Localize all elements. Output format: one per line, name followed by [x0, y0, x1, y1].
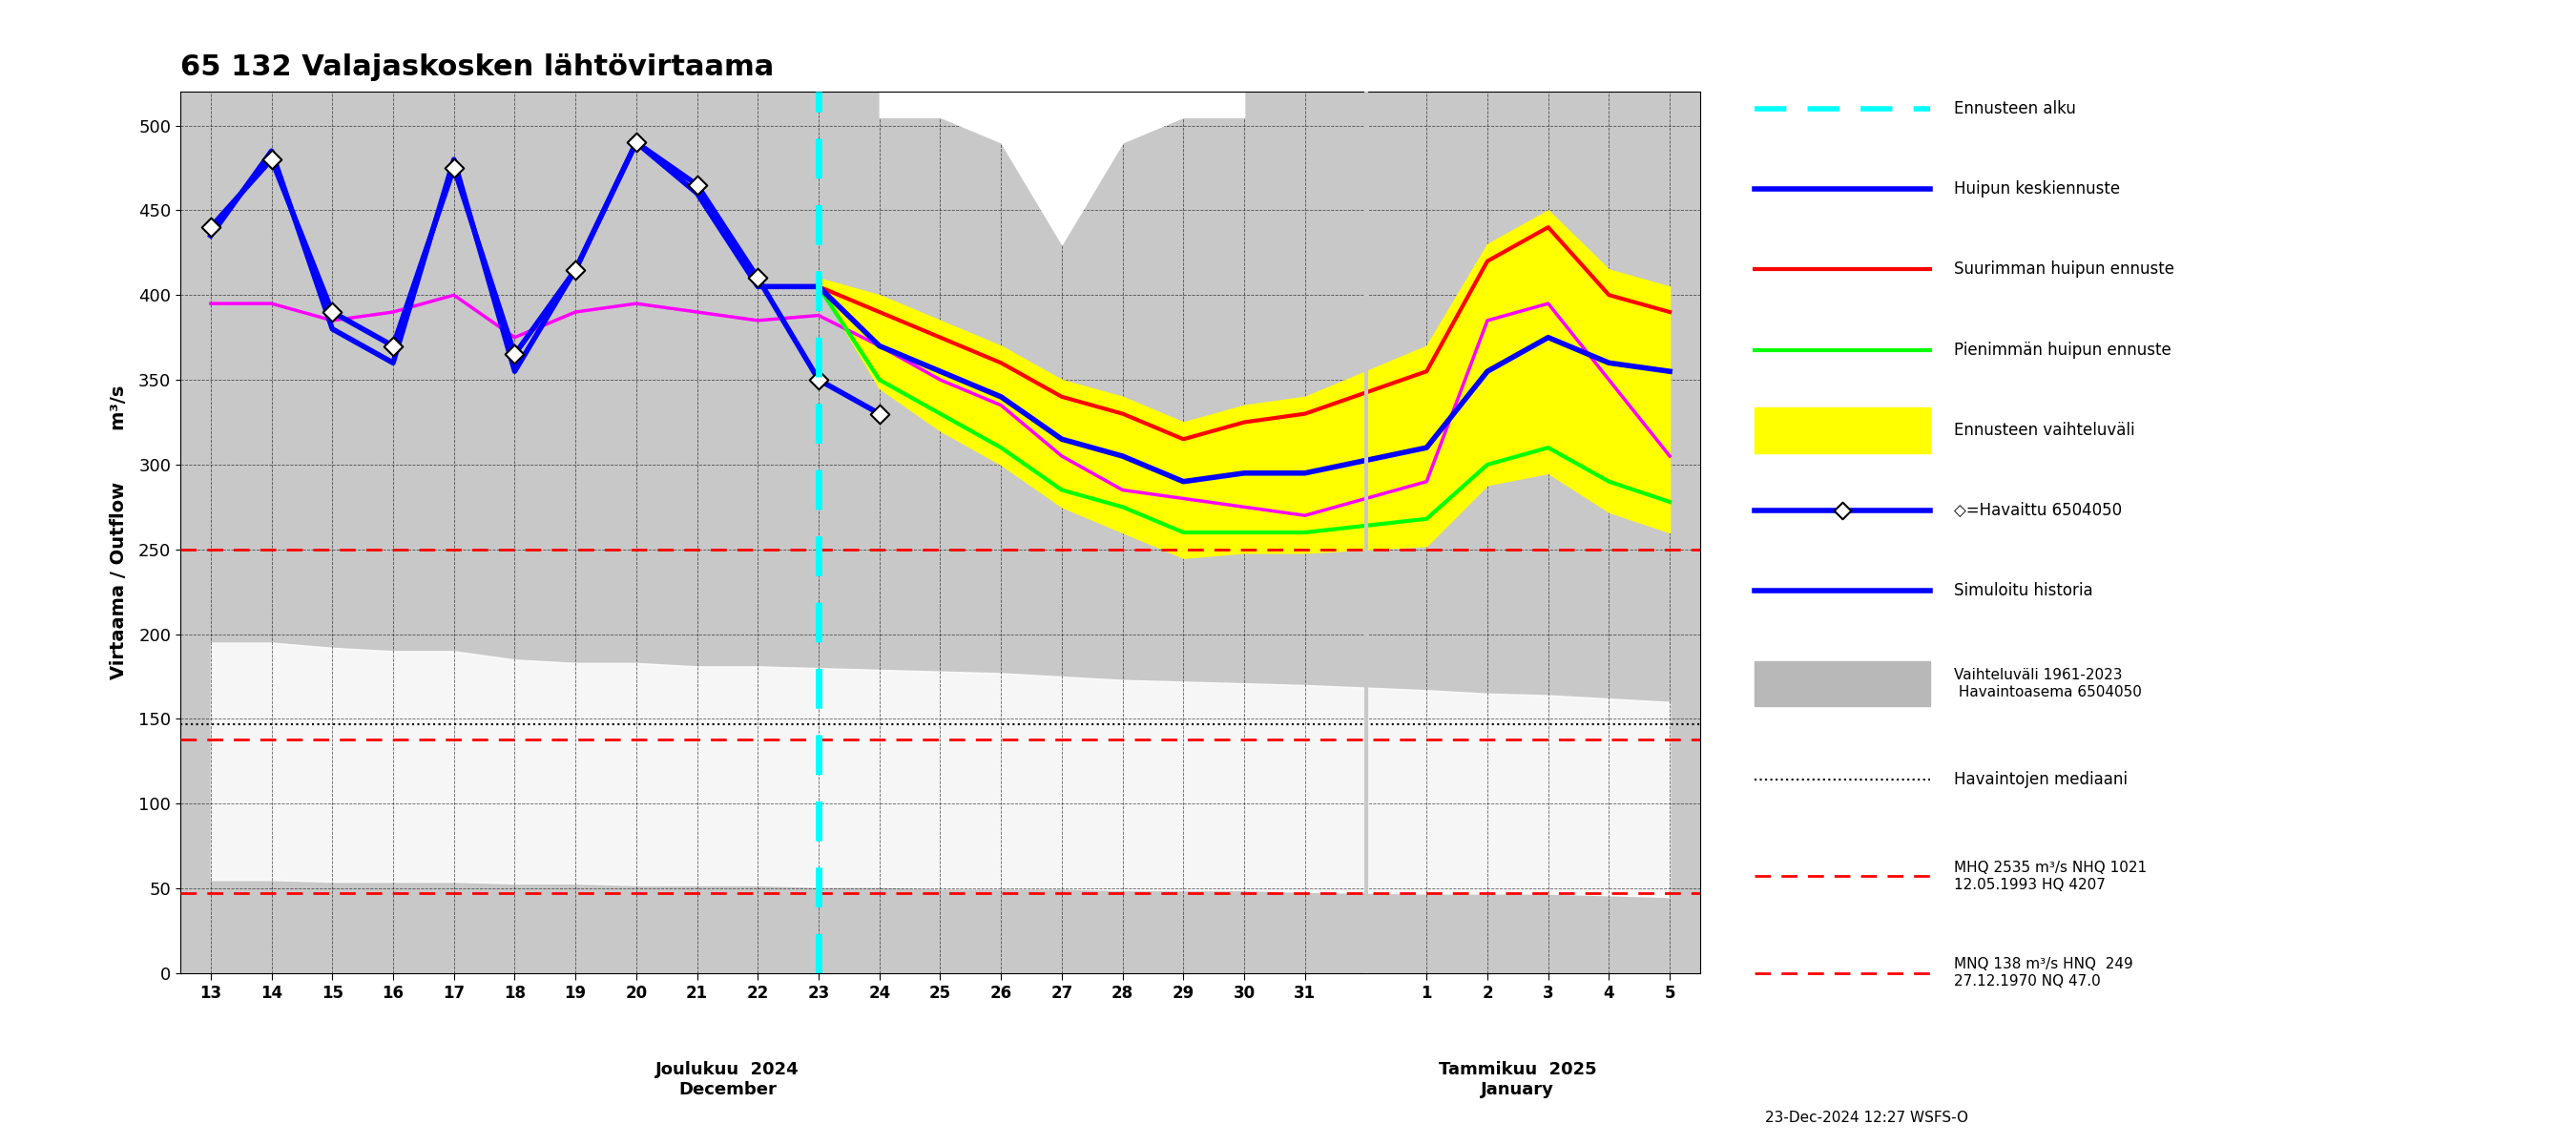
Point [616, 133, 657, 151]
Text: Simuloitu historia: Simuloitu historia [1955, 583, 2094, 600]
Point [1821, 502, 1862, 520]
Text: MNQ 138 m³/s HNQ  249
27.12.1970 NQ 47.0: MNQ 138 m³/s HNQ 249 27.12.1970 NQ 47.0 [1955, 957, 2133, 988]
Point [799, 371, 840, 389]
Text: Havaintojen mediaani: Havaintojen mediaani [1955, 772, 2128, 789]
Text: Pienimmän huipun ennuste: Pienimmän huipun ennuste [1955, 341, 2172, 358]
Text: MHQ 2535 m³/s NHQ 1021
12.05.1993 HQ 4207: MHQ 2535 m³/s NHQ 1021 12.05.1993 HQ 420… [1955, 861, 2148, 892]
Text: Tammikuu  2025
January: Tammikuu 2025 January [1440, 1061, 1597, 1098]
Bar [1754, 408, 1929, 453]
Point [737, 269, 778, 287]
Text: Joulukuu  2024
December: Joulukuu 2024 December [657, 1061, 799, 1098]
Point [677, 175, 719, 194]
Point [858, 404, 899, 423]
Text: Ennusteen alku: Ennusteen alku [1955, 100, 2076, 117]
Text: 23-Dec-2024 12:27 WSFS-O: 23-Dec-2024 12:27 WSFS-O [1765, 1111, 1968, 1124]
Point [312, 302, 353, 321]
Text: Huipun keskiennuste: Huipun keskiennuste [1955, 181, 2120, 198]
Y-axis label: Virtaama / Outflow        m³/s: Virtaama / Outflow m³/s [111, 386, 129, 679]
Point [374, 337, 415, 355]
Text: ◇=Havaittu 6504050: ◇=Havaittu 6504050 [1955, 502, 2123, 519]
Point [495, 346, 536, 364]
Point [433, 159, 474, 177]
Text: Suurimman huipun ennuste: Suurimman huipun ennuste [1955, 261, 2174, 278]
Text: Ennusteen vaihteluväli: Ennusteen vaihteluväli [1955, 421, 2136, 439]
Point [191, 218, 232, 236]
Point [250, 150, 291, 168]
Text: Vaihteluväli 1961-2023
 Havaintoasema 6504050: Vaihteluväli 1961-2023 Havaintoasema 650… [1955, 668, 2143, 698]
Bar [1754, 661, 1929, 706]
Point [554, 260, 595, 278]
Text: 65 132 Valajaskosken lähtövirtaama: 65 132 Valajaskosken lähtövirtaama [180, 54, 773, 81]
